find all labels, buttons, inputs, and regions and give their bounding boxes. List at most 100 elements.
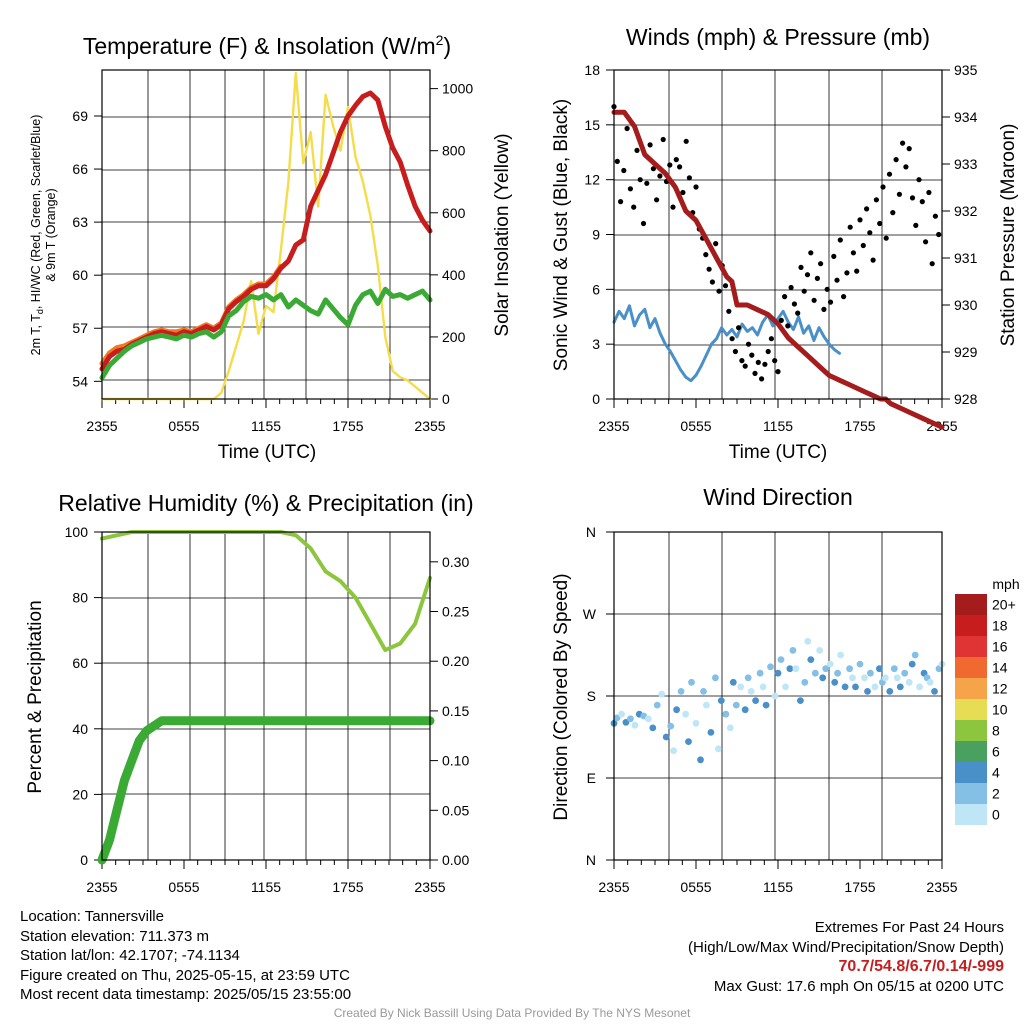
direction-point <box>811 669 819 677</box>
direction-point <box>762 701 770 709</box>
gust-point <box>903 164 909 170</box>
direction-point <box>682 710 689 718</box>
y-tick-label-left: 80 <box>72 590 88 606</box>
gust-point <box>811 297 817 303</box>
winds-y-label-right: Station Pressure (Maroon) <box>998 124 1019 347</box>
legend-label: 8 <box>992 723 1000 739</box>
gust-point <box>847 224 853 230</box>
gust-point <box>755 359 761 365</box>
gust-point <box>857 217 863 223</box>
direction-point <box>741 706 749 714</box>
x-tick-label: 2355 <box>86 418 117 434</box>
direction-point <box>864 688 871 695</box>
gust-point <box>814 275 821 281</box>
gust-point <box>752 370 758 376</box>
direction-point <box>631 721 639 729</box>
direction-point <box>756 669 764 677</box>
direction-point <box>871 683 879 691</box>
direction-point <box>662 733 670 741</box>
gust-point <box>873 197 880 203</box>
direction-point <box>831 678 839 686</box>
direction-point <box>876 665 883 673</box>
gust-point <box>713 241 719 247</box>
gust-point <box>647 142 653 148</box>
gust-point <box>880 184 886 190</box>
y-tick-label-right: 929 <box>954 344 978 360</box>
direction-point <box>916 683 923 691</box>
x-tick-label: 2355 <box>414 418 445 434</box>
gust-point <box>768 336 775 342</box>
gust-point <box>893 157 899 163</box>
x-tick-label: 2355 <box>926 879 957 895</box>
y-tick-label-left: 63 <box>72 214 88 230</box>
gust-point <box>775 369 781 375</box>
y-tick-label-left: 54 <box>72 373 88 389</box>
y-tick-label-right: 0.15 <box>442 703 469 719</box>
gust-point <box>850 250 857 256</box>
direction-point <box>926 678 934 686</box>
direction-point <box>890 665 898 673</box>
y-tick-label-right: 0.10 <box>442 753 469 769</box>
gust-point <box>703 252 709 258</box>
direction-point <box>744 674 752 682</box>
x-tick-label: 2355 <box>414 879 445 895</box>
gust-point <box>631 204 637 210</box>
legend-label: 20+ <box>992 597 1016 613</box>
gust-point <box>916 177 922 183</box>
gust-point <box>621 167 627 174</box>
direction-point <box>777 656 785 663</box>
gust-point <box>909 195 916 201</box>
extremes-legend: (High/Low/Max Wind/Precipitation/Snow De… <box>688 938 1004 956</box>
gust-point <box>821 306 827 312</box>
gust-point <box>932 213 939 219</box>
legend-swatch <box>955 720 987 741</box>
direction-point <box>670 747 677 755</box>
winds-y-label-left: Sonic Wind & Gust (Blue, Black) <box>551 99 572 371</box>
direction-point <box>856 660 864 668</box>
direction-point <box>841 683 849 691</box>
direction-point <box>837 651 844 659</box>
direction-point <box>767 663 774 671</box>
direction-point <box>700 688 707 695</box>
y-tick-label-right: 0.00 <box>442 852 469 868</box>
direction-point <box>881 674 889 682</box>
direction-point <box>849 674 856 682</box>
gust-point <box>644 180 650 186</box>
legend-swatch <box>955 699 987 720</box>
legend-label: 2 <box>992 786 1000 802</box>
x-tick-label: 2355 <box>598 879 629 895</box>
direction-point <box>789 647 797 654</box>
legend-swatch <box>955 678 987 699</box>
temp-x-label: Time (UTC) <box>218 442 317 463</box>
gust-point <box>693 184 699 190</box>
gust-point <box>627 186 634 192</box>
direction-point <box>627 715 634 723</box>
gust-point <box>778 317 784 323</box>
direction-tick-label: N <box>586 524 596 540</box>
direction-point <box>618 710 625 718</box>
y-tick-label-right: 930 <box>954 297 978 313</box>
gust-point <box>618 199 624 205</box>
gust-point <box>801 288 807 294</box>
plot-background <box>102 532 430 860</box>
y-tick-label-right: 934 <box>954 109 978 125</box>
direction-point <box>908 660 916 668</box>
x-tick-label: 1155 <box>251 418 281 434</box>
gust-point <box>637 177 643 183</box>
gust-point <box>798 264 804 270</box>
direction-point <box>692 719 700 727</box>
y-tick-label-left: 60 <box>72 655 88 671</box>
gust-point <box>667 162 673 168</box>
gust-point <box>782 294 788 300</box>
legend-label: 14 <box>992 660 1008 676</box>
gust-point <box>808 250 814 256</box>
x-tick-label: 1755 <box>844 418 875 434</box>
x-tick-label: 1155 <box>763 879 793 895</box>
gust-point <box>677 164 683 170</box>
direction-point <box>726 724 734 732</box>
x-tick-label: 0555 <box>680 418 711 434</box>
legend-label: 10 <box>992 702 1008 718</box>
panel-winds: Winds (mph) & Pressure (mb) Time (UTC) S… <box>551 24 1019 463</box>
direction-point <box>834 669 841 677</box>
precip-line <box>97 716 435 865</box>
